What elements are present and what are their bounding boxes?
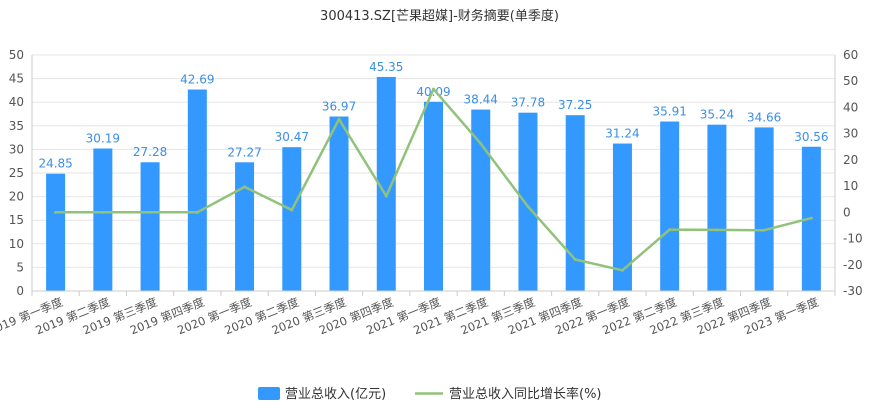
right-y-axis: -30 -20 -10 0 10 20 30 40 50 60 [834,48,863,298]
left-y-tick-label: 40 [9,95,24,109]
growth-rate-point [54,210,58,214]
legend-item-growth-rate[interactable]: 营业总收入同比增长率(%) [415,386,602,402]
right-y-tick-label: 0 [843,205,851,219]
growth-rate-point [809,216,813,220]
bar-data-label: 35.24 [700,108,734,122]
legend-item-revenue[interactable]: 营业总收入(亿元) [258,387,386,402]
right-y-tick-label: 10 [843,179,858,193]
left-y-tick-label: 20 [9,190,24,204]
bar [93,148,113,291]
bar [282,147,302,291]
bar-data-label: 31.24 [605,127,639,141]
right-y-tick-label: 20 [843,153,858,167]
bar [329,116,349,291]
growth-rate-point [195,210,199,214]
left-y-tick-label: 5 [16,260,24,274]
bar-data-label: 35.91 [652,105,686,119]
bar [376,76,396,291]
left-y-tick-label: 10 [9,237,24,251]
bar [707,124,727,291]
growth-rate-point [715,228,719,232]
right-y-tick-label: 40 [843,100,858,114]
bar-data-label: 37.78 [511,96,545,110]
legend-bar-label: 营业总收入(亿元) [285,387,386,402]
right-y-tick-label: 50 [843,74,858,88]
growth-rate-point [101,210,105,214]
left-y-tick-label: 35 [9,119,24,133]
left-y-tick-label: 0 [16,284,24,298]
right-y-tick-label: 60 [843,48,858,62]
left-y-tick-label: 45 [9,72,24,86]
bar [565,115,585,292]
growth-rate-point [384,194,388,198]
left-y-tick-label: 25 [9,166,24,180]
right-y-tick-label: -20 [843,258,863,272]
right-y-tick-label: -30 [843,284,863,298]
bar [424,101,443,291]
left-y-tick-label: 15 [9,213,24,227]
bar-data-label: 24.85 [38,157,72,171]
growth-rate-point [668,228,672,232]
bar-data-label: 38.44 [464,93,498,107]
bar [471,109,491,291]
bar [518,112,538,291]
growth-rate-point [432,87,435,91]
bar-data-label: 30.56 [794,130,828,144]
chart-title: 300413.SZ[芒果超媒]-财务摘要(单季度) [320,8,559,24]
bar [235,162,255,291]
left-y-tick-label: 50 [9,48,24,62]
growth-rate-point [148,210,152,214]
bar-data-label: 42.69 [180,73,214,87]
left-y-axis: 0 5 10 15 20 25 30 35 40 45 50 [9,48,33,298]
growth-rate-point [620,268,624,272]
right-y-tick-label: -10 [843,232,863,246]
bar [612,143,632,291]
bar-data-label: 30.19 [86,132,120,146]
bar-data-labels: 24.85 30.19 27.28 42.69 27.27 30.47 36.97 45.35… [38,60,828,171]
bar [754,127,774,291]
growth-rate-point [762,228,766,232]
growth-rate-point [337,117,341,121]
growth-rate-line-layer [54,87,813,272]
revenue-bars [46,76,821,292]
bar-data-label: 34.66 [747,110,781,124]
growth-rate-point [290,208,294,212]
bar-data-label: 45.35 [369,60,403,74]
legend-bar-swatch [258,387,280,400]
left-y-tick-label: 30 [9,142,24,156]
bar-data-label: 30.47 [275,130,309,144]
bar-data-label: 36.97 [322,100,356,114]
growth-rate-point [243,185,247,189]
bar [46,173,66,291]
growth-rate-point [479,142,483,146]
bar-data-label: 27.28 [133,145,167,159]
bar [140,162,160,291]
bar [187,89,207,291]
growth-rate-point [526,205,530,209]
right-y-tick-label: 30 [843,127,858,141]
legend[interactable]: 营业总收入(亿元) 营业总收入同比增长率(%) [258,386,602,402]
legend-line-label: 营业总收入同比增长率(%) [449,386,602,402]
bar [660,121,680,292]
growth-rate-point [573,258,577,262]
bar-data-label: 27.27 [227,145,261,159]
bar-data-label: 37.25 [558,98,592,112]
